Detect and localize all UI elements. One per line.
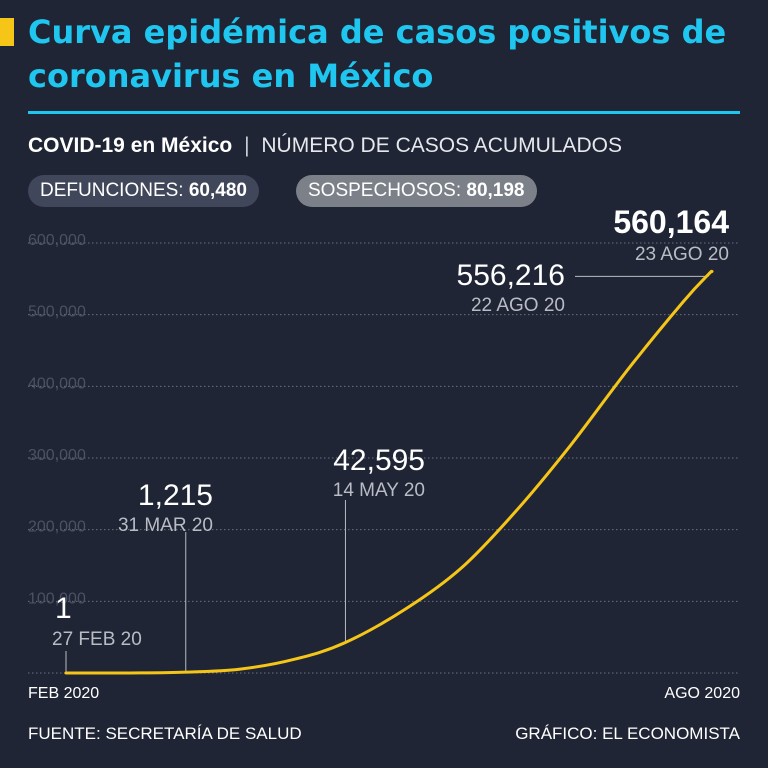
subtitle-topic: COVID-19 en México (28, 134, 233, 157)
subtitle-measure: NÚMERO DE CASOS ACUMULADOS (261, 134, 622, 157)
y-tick-label: 100,000 (28, 590, 86, 607)
annotation-date: 31 MAR 20 (118, 515, 213, 536)
annotation-date: 22 AGO 20 (471, 295, 565, 316)
accent-bar (0, 18, 14, 46)
deaths-value: 60,480 (188, 180, 247, 201)
annotation-value: 556,216 (457, 259, 565, 292)
x-axis-label-end: AGO 2020 (664, 685, 740, 702)
title-divider (28, 111, 740, 114)
page-title: Curva epidémica de casos positivos de co… (28, 13, 727, 95)
annotation-date: 14 MAY 20 (333, 480, 425, 501)
deaths-badge: DEFUNCIONES: 60,480 (28, 175, 259, 207)
suspects-value: 80,198 (466, 180, 525, 201)
y-tick-label: 200,000 (28, 519, 86, 536)
deaths-label: DEFUNCIONES: (40, 180, 184, 201)
annotation-date: 27 FEB 20 (52, 629, 142, 650)
y-tick-label: 600,000 (28, 232, 86, 249)
y-tick-label: 400,000 (28, 375, 86, 392)
y-tick-label: 500,000 (28, 304, 86, 321)
chart-subtitle: COVID-19 en México | NÚMERO DE CASOS ACU… (28, 134, 622, 158)
annotation-value: 560,164 (613, 204, 729, 240)
annotation-date: 23 AGO 20 (635, 244, 729, 265)
subtitle-separator: | (244, 134, 250, 157)
source-note: FUENTE: SECRETARÍA DE SALUD (28, 724, 302, 743)
y-tick-label: 300,000 (28, 447, 86, 464)
annotation-value: 42,595 (333, 444, 425, 477)
credit-note: GRÁFICO: EL ECONOMISTA (515, 724, 740, 743)
cases-line (64, 269, 714, 675)
x-axis-label-start: FEB 2020 (28, 685, 99, 702)
annotation-value: 1,215 (138, 479, 213, 512)
annotation-value: 1 (55, 592, 72, 625)
suspects-label: SOSPECHOSOS: (308, 180, 462, 201)
suspects-badge: SOSPECHOSOS: 80,198 (296, 175, 537, 207)
